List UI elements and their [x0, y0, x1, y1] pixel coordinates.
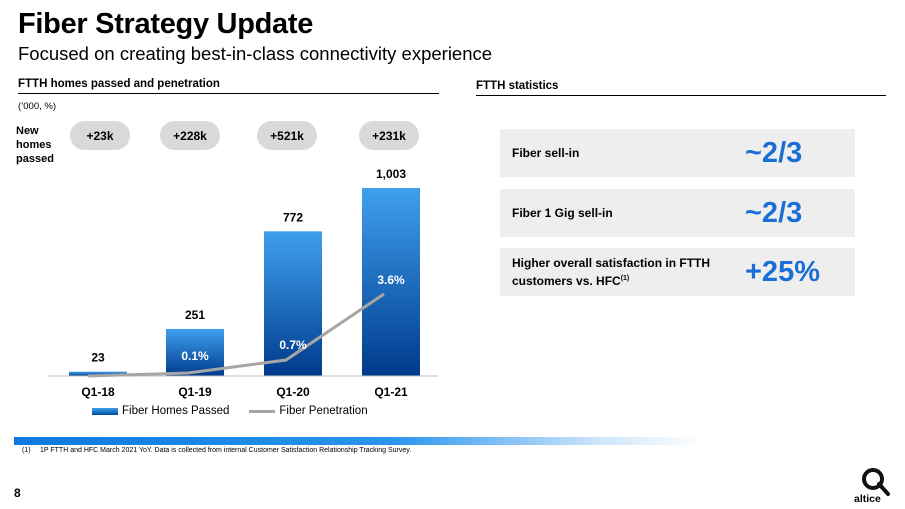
chart-legend: Fiber Homes Passed Fiber Penetration: [92, 405, 368, 417]
bar-value-label: 1,003: [376, 167, 406, 181]
new-homes-passed-label: New homes passed: [16, 125, 54, 165]
bar-q1-20: [264, 231, 322, 376]
footnote: 1P FTTH and HFC March 2021 YoY. Data is …: [40, 447, 412, 454]
bar-q1-18: [69, 371, 127, 376]
stat-value: +25%: [745, 255, 820, 288]
penetration-label: 3.6%: [377, 273, 405, 287]
legend-line-swatch: [249, 409, 276, 413]
x-tick-label: Q1-20: [276, 385, 310, 399]
x-tick-label: Q1-21: [374, 385, 408, 399]
penetration-label: 0.7%: [279, 338, 307, 352]
stat-value: ~2/3: [745, 196, 803, 229]
bar-value-label: 772: [283, 210, 303, 224]
bar-value-label: 251: [185, 308, 205, 322]
new-homes-pill-q1-21: +231k: [359, 121, 419, 150]
stats-section-heading: FTTH statistics: [476, 80, 886, 96]
legend-bar-swatch: [92, 407, 118, 415]
stat-label: Fiber 1 Gig sell-in: [512, 205, 613, 220]
stat-card-satisfaction: Higher overall satisfaction in FTTH cust…: [500, 248, 855, 296]
page-title: Fiber Strategy Update: [18, 8, 314, 40]
stat-label: Fiber sell-in: [512, 145, 580, 160]
footer-accent-bar: [14, 437, 704, 445]
bar-value-label: 23: [91, 351, 105, 365]
page-subtitle: Focused on creating best-in-class connec…: [18, 43, 493, 64]
x-tick-label: Q1-19: [178, 385, 212, 399]
legend-bar-label: Fiber Homes Passed: [122, 405, 230, 417]
legend-line-label: Fiber Penetration: [279, 405, 368, 417]
bar-q1-21: [362, 188, 420, 376]
stat-value: ~2/3: [745, 136, 803, 169]
homes-passed-chart: 23 Q1-18 251 Q1-19 772 Q1-20 1,003 Q1-21 0.1% 0.7…: [48, 167, 438, 399]
penetration-label: 0.1%: [181, 349, 209, 363]
units-label: (’000, %): [18, 101, 57, 112]
new-homes-pill-q1-19: +228k: [160, 121, 220, 150]
page-number: 8: [14, 486, 21, 500]
new-homes-pill-q1-18: +23k: [70, 121, 130, 150]
footnote-number: (1): [22, 447, 31, 454]
penetration-line: [87, 292, 385, 378]
new-homes-pill-q1-20: +521k: [257, 121, 317, 150]
stat-label: Higher overall satisfaction in FTTH cust…: [512, 255, 711, 288]
stat-card-gig-sell-in: Fiber 1 Gig sell-in ~2/3: [500, 189, 855, 237]
stat-card-fiber-sell-in: Fiber sell-in ~2/3: [500, 129, 855, 177]
altice-logo-icon: [862, 468, 890, 496]
x-tick-label: Q1-18: [81, 385, 115, 399]
brand-name: altice: [854, 493, 881, 505]
chart-section-heading: FTTH homes passed and penetration: [18, 78, 439, 94]
